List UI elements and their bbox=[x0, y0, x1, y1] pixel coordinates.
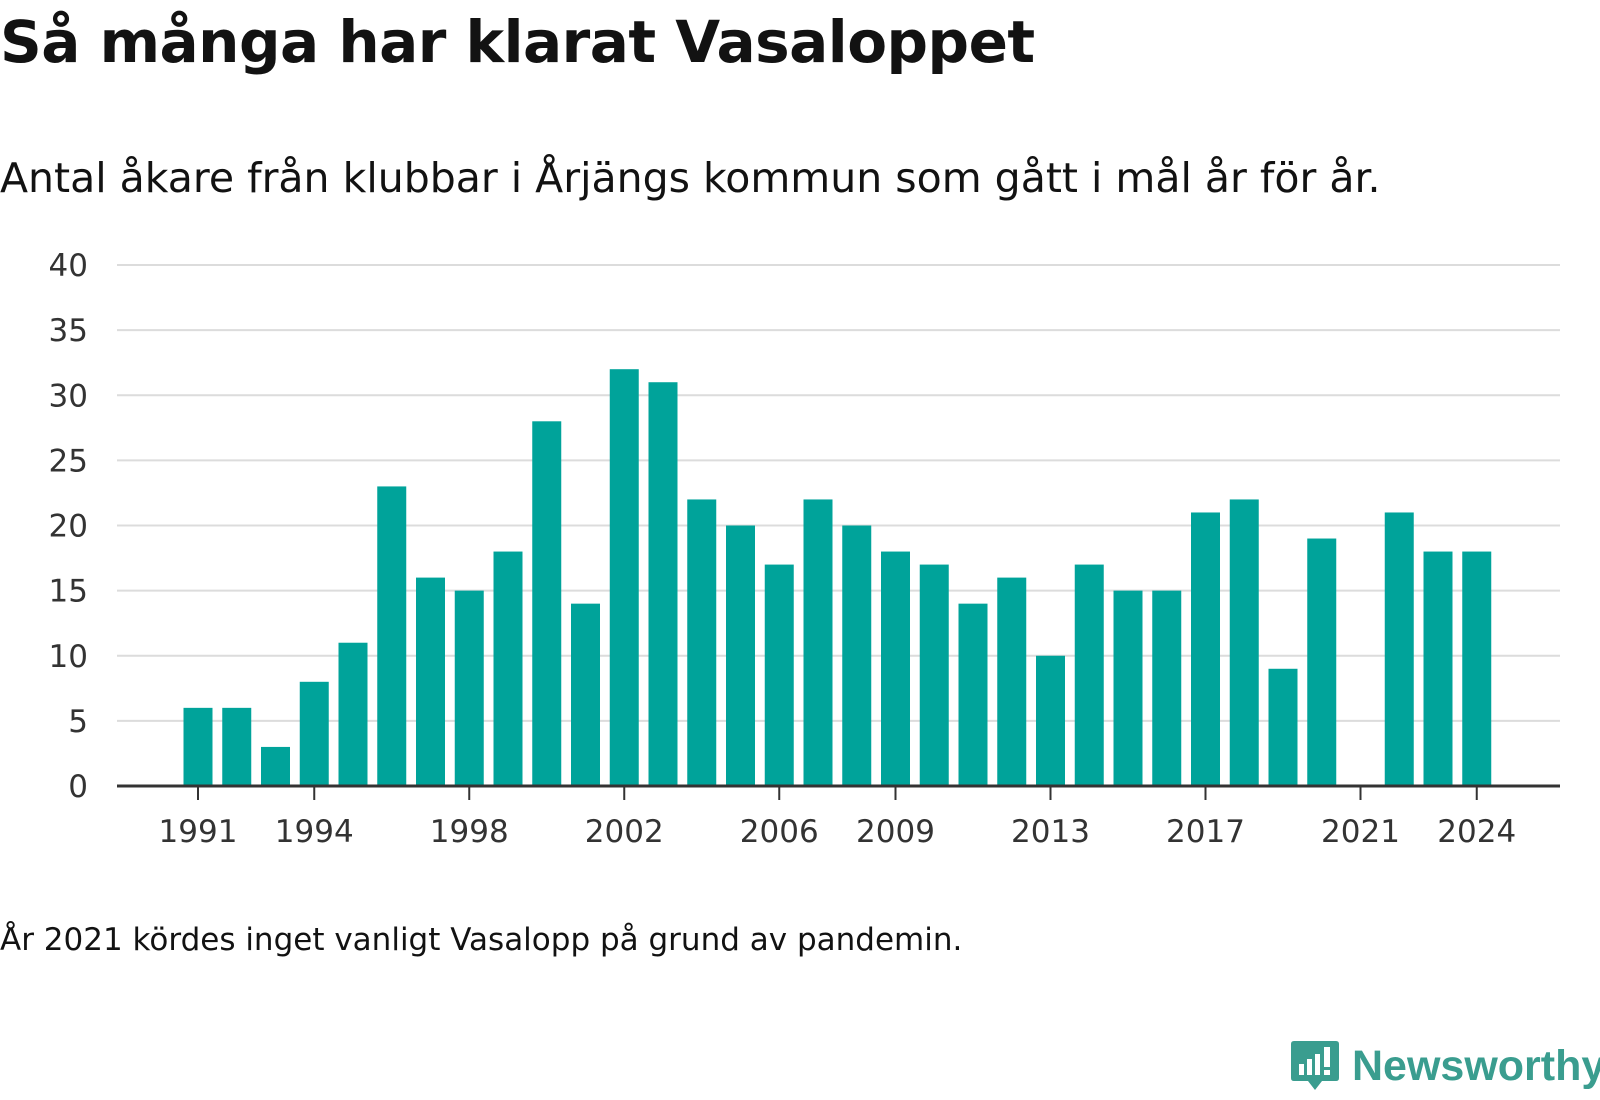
bar-2003 bbox=[648, 382, 678, 786]
bar-1991 bbox=[183, 707, 213, 786]
y-tick-label: 0 bbox=[68, 769, 88, 805]
x-tick-label: 2017 bbox=[1166, 814, 1245, 850]
bar-2020 bbox=[1307, 538, 1337, 786]
bar-2001 bbox=[571, 603, 600, 786]
newsworthy-logo[interactable]: Newsworthy bbox=[1290, 1038, 1600, 1094]
x-tick-label: 2024 bbox=[1437, 814, 1516, 850]
bar-2000 bbox=[532, 421, 562, 786]
bars bbox=[183, 369, 1492, 786]
bar-2016 bbox=[1152, 590, 1182, 786]
x-tick-label: 2021 bbox=[1321, 814, 1400, 850]
bar-2013 bbox=[1036, 655, 1065, 786]
bar-2012 bbox=[997, 577, 1027, 786]
bar-2008 bbox=[842, 525, 872, 786]
bar-2002 bbox=[609, 369, 639, 786]
bar-1992 bbox=[222, 707, 252, 786]
bar-2004 bbox=[687, 499, 717, 786]
bar-1996 bbox=[377, 486, 407, 786]
y-tick-label: 30 bbox=[49, 378, 88, 414]
bar-2015 bbox=[1113, 590, 1143, 786]
y-tick-label: 15 bbox=[49, 574, 88, 610]
x-tick-label: 2009 bbox=[856, 814, 935, 850]
bar-2019 bbox=[1268, 668, 1298, 786]
bar-2005 bbox=[726, 525, 755, 786]
bar-2006 bbox=[764, 564, 794, 786]
bar-1998 bbox=[454, 590, 484, 786]
newsworthy-chart-icon bbox=[1291, 1041, 1339, 1090]
bar-2018 bbox=[1229, 499, 1259, 786]
y-tick-label: 10 bbox=[49, 639, 88, 675]
brand-name: Newsworthy bbox=[1352, 1041, 1600, 1090]
bar-1997 bbox=[416, 577, 445, 786]
y-tick-label: 5 bbox=[68, 704, 88, 740]
bar-2023 bbox=[1423, 551, 1453, 786]
y-tick-label: 35 bbox=[49, 313, 88, 349]
chart-title: Så många har klarat Vasaloppet bbox=[0, 8, 1035, 76]
bar-2017 bbox=[1191, 512, 1220, 786]
bar-1993 bbox=[261, 746, 290, 786]
bar-chart: 0 5 10 15 20 25 30 35 40 1991 1994 1998 2002 2006 200… bbox=[49, 248, 1560, 850]
bar-2007 bbox=[803, 499, 833, 786]
bar-2009 bbox=[881, 551, 910, 786]
bar-1994 bbox=[299, 681, 329, 786]
x-tick-label: 2002 bbox=[585, 814, 664, 850]
x-axis-ticks: 1991 1994 1998 2002 2006 2009 2013 2017 2021 2024 bbox=[159, 786, 1516, 850]
y-axis-tick-labels: 0 5 10 15 20 25 30 35 40 bbox=[49, 248, 88, 805]
x-tick-label: 1994 bbox=[275, 814, 354, 850]
bar-2014 bbox=[1074, 564, 1104, 786]
bar-2011 bbox=[958, 603, 988, 786]
footnote: År 2021 kördes inget vanligt Vasalopp på… bbox=[0, 922, 963, 958]
bar-2010 bbox=[919, 564, 949, 786]
x-tick-label: 2006 bbox=[740, 814, 819, 850]
x-tick-label: 1991 bbox=[159, 814, 238, 850]
bar-1999 bbox=[493, 551, 523, 786]
bar-2022 bbox=[1384, 512, 1414, 786]
y-tick-label: 20 bbox=[49, 509, 88, 545]
bar-1995 bbox=[338, 642, 368, 786]
y-tick-label: 40 bbox=[49, 248, 88, 284]
y-tick-label: 25 bbox=[49, 443, 88, 479]
chart-subtitle: Antal åkare från klubbar i Årjängs kommu… bbox=[0, 154, 1381, 202]
x-tick-label: 1998 bbox=[430, 814, 509, 850]
x-tick-label: 2013 bbox=[1011, 814, 1090, 850]
gridlines bbox=[117, 264, 1560, 722]
bar-2024 bbox=[1462, 551, 1492, 786]
